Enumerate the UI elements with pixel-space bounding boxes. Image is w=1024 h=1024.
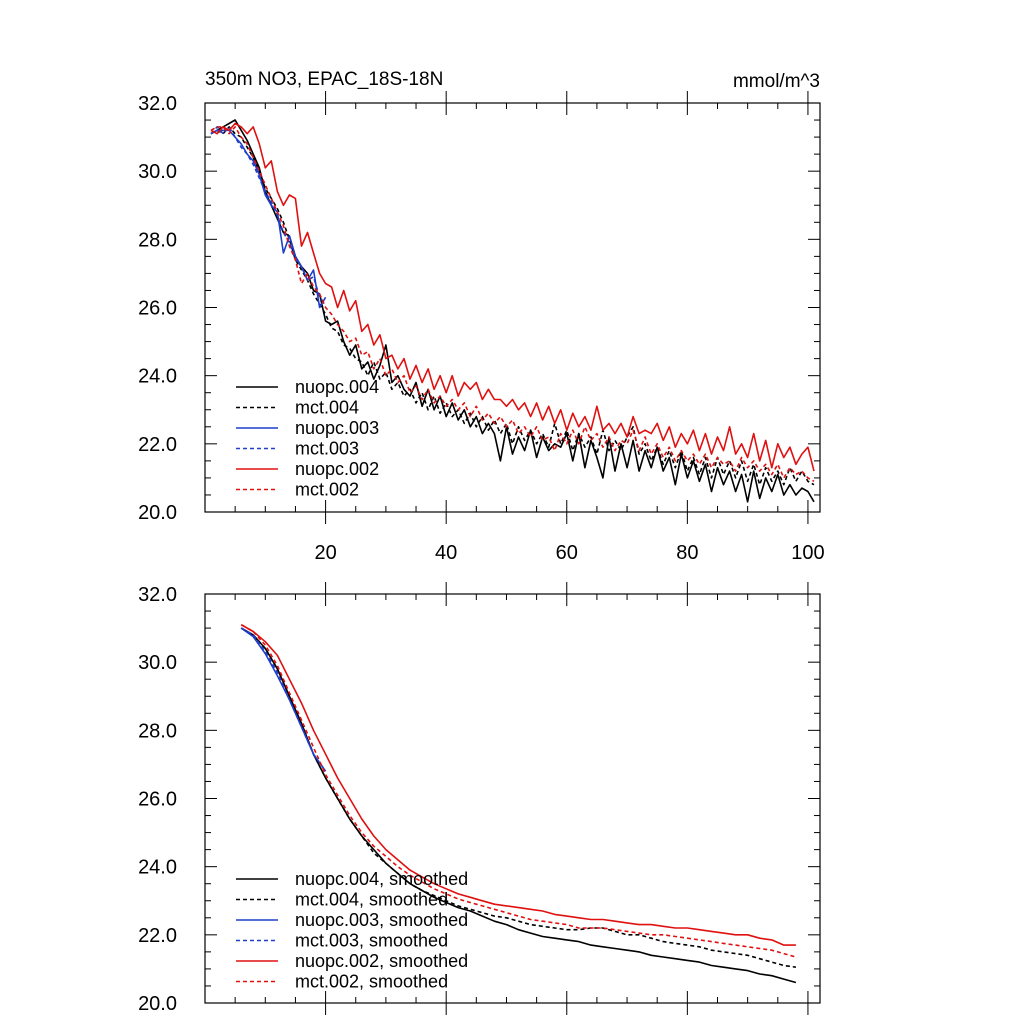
top-legend-label: nuopc.002: [295, 459, 379, 479]
top-legend-label: mct.002: [295, 480, 359, 500]
top-ytick-label: 26.0: [138, 298, 177, 320]
bottom-series-mct-002-smoothed: [240, 624, 797, 958]
bottom-series-nuopc-003-smoothed: [240, 627, 327, 772]
bottom-ytick-label: 24.0: [138, 857, 177, 879]
bottom-legend-label: nuopc.003, smoothed: [295, 910, 468, 930]
bottom-ytick-label: 20.0: [138, 993, 177, 1015]
top-xtick-label: 60: [556, 542, 578, 564]
bottom-ytick-label: 28.0: [138, 720, 177, 742]
bottom-ytick-label: 32.0: [138, 584, 177, 606]
top-xtick-label: 20: [314, 542, 336, 564]
top-ytick-label: 28.0: [138, 229, 177, 251]
top-series-mct-002: [210, 126, 815, 482]
top-series-mct-004: [210, 126, 815, 486]
bottom-ytick-label: 26.0: [138, 789, 177, 811]
units-label: mmol/m^3: [733, 71, 820, 92]
bottom-series-mct-003-smoothed: [240, 627, 327, 772]
bottom-legend-label: mct.003, smoothed: [295, 931, 448, 951]
bottom-legend-label: mct.004, smoothed: [295, 890, 448, 910]
top-ytick-label: 32.0: [138, 93, 177, 115]
bottom-series-mct-004-smoothed: [240, 627, 797, 968]
top-ytick-label: 24.0: [138, 366, 177, 388]
bottom-legend-label: nuopc.002, smoothed: [295, 951, 468, 971]
top-panel: 350m NO3, EPAC_18S-18N mmol/m^3 20.0 22.0…: [138, 69, 825, 564]
top-legend-label: nuopc.004: [295, 377, 379, 397]
bottom-panel: 20.0 22.0 24.0 26.0 28.0 30.0 32.0 nuopc.004, …: [138, 582, 821, 1015]
top-ytick-label: 30.0: [138, 161, 177, 183]
top-series-nuopc-004: [210, 119, 815, 503]
top-xtick-label: 40: [435, 542, 457, 564]
top-legend: nuopc.004mct.004nuopc.003mct.003nuopc.00…: [236, 377, 379, 500]
top-ytick-label: 20.0: [138, 502, 177, 524]
bottom-series-group: [240, 624, 797, 984]
top-axes: 20.0 22.0 24.0 26.0 28.0 30.0 32.0 20 40 60 80 100: [138, 91, 825, 564]
top-legend-label: nuopc.003: [295, 418, 379, 438]
top-xtick-label: 100: [791, 542, 824, 564]
top-series-nuopc-002: [210, 122, 815, 472]
bottom-axes: 20.0 22.0 24.0 26.0 28.0 30.0 32.0: [138, 582, 821, 1015]
bottom-ytick-label: 30.0: [138, 652, 177, 674]
top-panel-title: 350m NO3, EPAC_18S-18N: [205, 69, 443, 90]
top-ytick-label: 22.0: [138, 434, 177, 456]
bottom-ytick-label: 22.0: [138, 925, 177, 947]
top-legend-label: mct.003: [295, 439, 359, 459]
bottom-series-nuopc-002-smoothed: [240, 624, 796, 946]
bottom-legend-label: nuopc.004, smoothed: [295, 869, 468, 889]
top-xtick-label: 80: [676, 542, 698, 564]
top-legend-label: mct.004: [295, 398, 359, 418]
bottom-legend-label: mct.002, smoothed: [295, 972, 448, 992]
top-series-group: [210, 119, 815, 503]
